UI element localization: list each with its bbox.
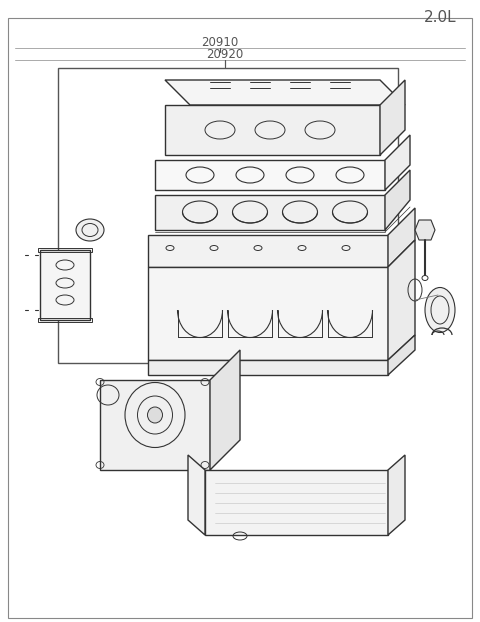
Polygon shape	[155, 160, 385, 190]
Polygon shape	[155, 195, 385, 230]
Polygon shape	[148, 360, 388, 375]
Ellipse shape	[76, 219, 104, 241]
Text: 20910: 20910	[202, 37, 239, 50]
Text: 20920: 20920	[206, 49, 244, 62]
Ellipse shape	[147, 407, 163, 423]
Polygon shape	[388, 208, 415, 267]
Polygon shape	[415, 220, 435, 240]
Bar	[38, 248, 92, 252]
Polygon shape	[148, 267, 388, 360]
Polygon shape	[385, 135, 410, 190]
Polygon shape	[40, 250, 90, 320]
Polygon shape	[100, 380, 210, 470]
Bar	[58, 68, 398, 363]
Ellipse shape	[425, 287, 455, 333]
Polygon shape	[388, 335, 415, 375]
Polygon shape	[380, 80, 405, 155]
Polygon shape	[205, 470, 388, 535]
Text: 2.0L: 2.0L	[424, 11, 456, 26]
Polygon shape	[165, 80, 405, 105]
Polygon shape	[210, 350, 240, 470]
Polygon shape	[385, 170, 410, 230]
Polygon shape	[165, 105, 380, 155]
Polygon shape	[188, 455, 205, 535]
Bar	[38, 318, 92, 322]
Polygon shape	[388, 240, 415, 360]
Polygon shape	[148, 235, 388, 267]
Polygon shape	[388, 455, 405, 535]
